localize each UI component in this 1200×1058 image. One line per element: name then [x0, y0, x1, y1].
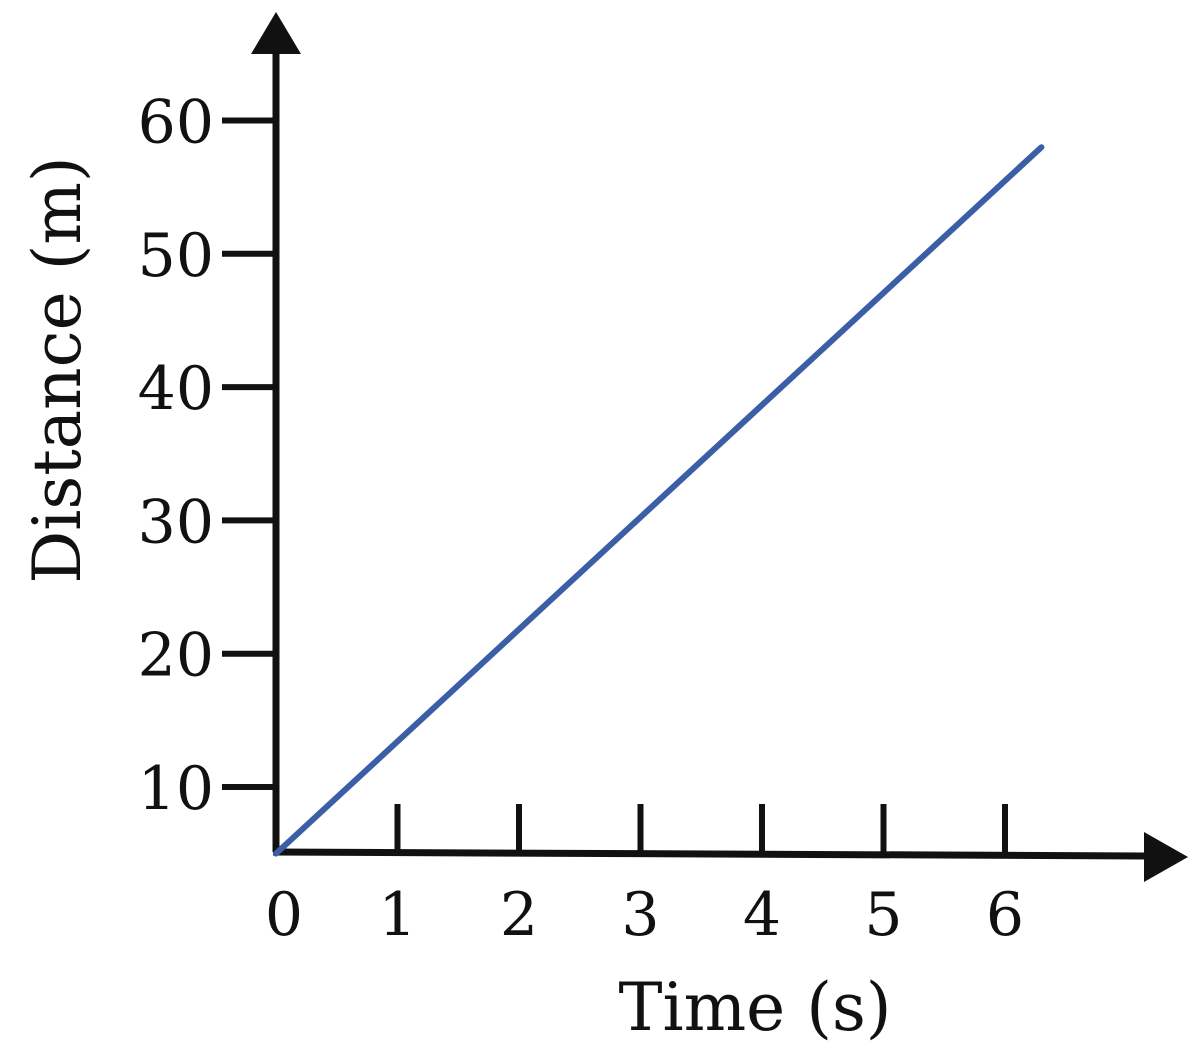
x-tick-label: 6 [986, 880, 1024, 950]
x-tick-label: 2 [500, 880, 538, 950]
x-ticks: 0 1 2 3 4 5 6 [265, 804, 1024, 950]
x-axis-title: Time (s) [618, 969, 891, 1046]
y-tick-label: 20 [138, 621, 214, 691]
x-axis-arrow-icon [1144, 832, 1188, 882]
x-tick-label: 0 [265, 880, 303, 950]
y-axis [251, 12, 301, 852]
y-axis-title: Distance (m) [19, 156, 96, 583]
y-tick-label: 10 [138, 754, 214, 824]
x-axis [272, 832, 1188, 882]
y-axis-arrow-icon [251, 12, 301, 54]
x-tick-label: 5 [864, 880, 902, 950]
y-ticks: 10 20 30 40 50 60 [138, 88, 276, 824]
x-tick-label: 1 [378, 880, 416, 950]
y-tick-label: 30 [138, 487, 214, 557]
y-tick-label: 60 [138, 88, 214, 158]
x-axis-line [272, 848, 1151, 860]
y-tick-label: 40 [138, 354, 214, 424]
x-tick-label: 4 [743, 880, 781, 950]
y-tick-label: 50 [138, 221, 214, 291]
x-tick-label: 3 [621, 880, 659, 950]
series-line-distance [273, 144, 1045, 857]
